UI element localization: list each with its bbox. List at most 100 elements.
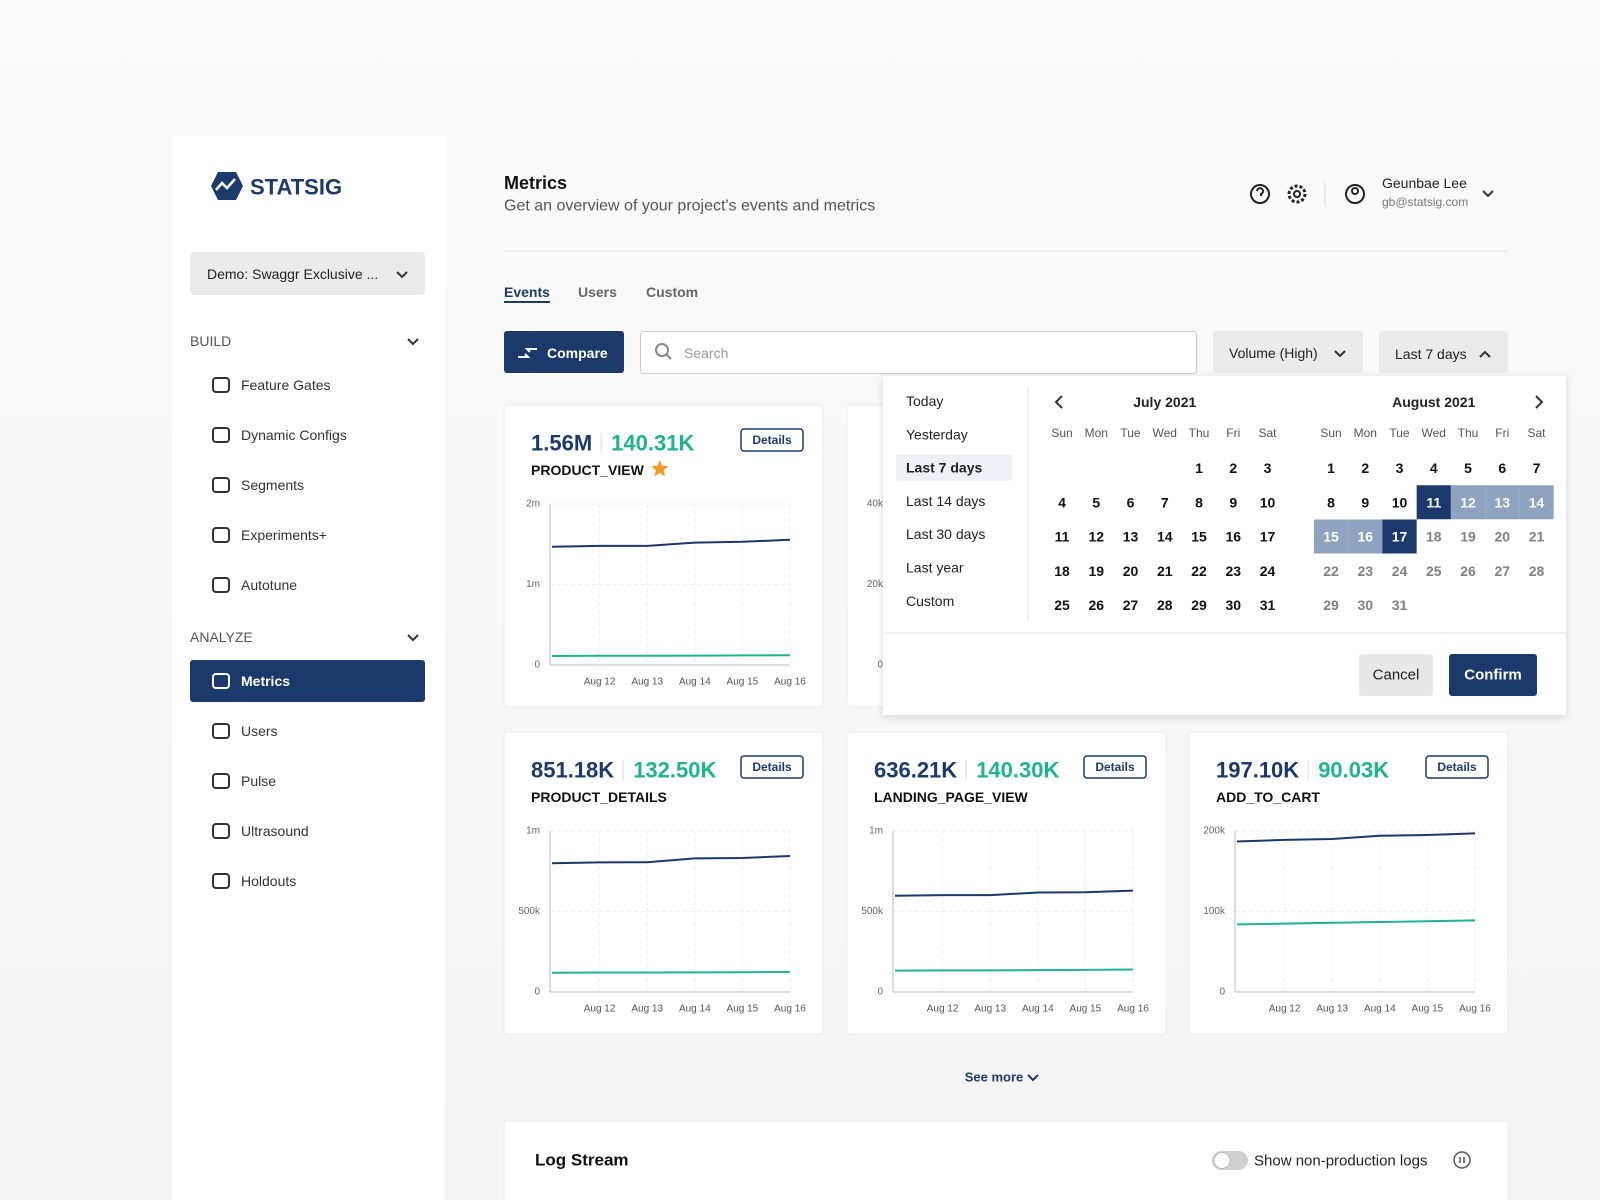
calendar-day[interactable]: 28 <box>1157 597 1173 613</box>
calendar-day[interactable]: 1 <box>1327 460 1335 476</box>
calendar-day[interactable]: 31 <box>1260 597 1276 613</box>
project-select[interactable] <box>190 252 425 295</box>
cancel-button[interactable] <box>1359 654 1433 696</box>
help-icon[interactable] <box>1250 184 1270 204</box>
nav-item[interactable]: Ultrasound <box>241 823 309 839</box>
pause-button[interactable] <box>1453 1151 1471 1169</box>
calendar-day[interactable]: 8 <box>1195 494 1203 510</box>
calendar-day[interactable]: 24 <box>1260 563 1276 579</box>
preset-option[interactable]: Last 30 days <box>906 526 985 542</box>
calendar-day[interactable]: 11 <box>1426 494 1441 510</box>
calendar-day[interactable]: 16 <box>1225 529 1241 545</box>
calendar-day[interactable]: 19 <box>1460 529 1476 545</box>
calendar-day[interactable]: 6 <box>1498 460 1506 476</box>
calendar-day[interactable]: 6 <box>1127 494 1135 510</box>
calendar-day[interactable]: 27 <box>1123 597 1139 613</box>
nav-item[interactable]: Holdouts <box>241 873 296 889</box>
calendar-day[interactable]: 9 <box>1361 494 1369 510</box>
prev-month[interactable] <box>1054 395 1063 409</box>
calendar-day[interactable]: 27 <box>1494 563 1510 579</box>
user-icon[interactable] <box>1345 184 1365 204</box>
details-button[interactable] <box>1425 755 1489 779</box>
calendar-day[interactable]: 12 <box>1460 494 1476 510</box>
nav-item[interactable]: Segments <box>241 477 304 493</box>
details-button[interactable] <box>740 428 804 452</box>
calendar-day[interactable]: 23 <box>1225 563 1241 579</box>
nav-item[interactable]: Metrics <box>241 673 290 689</box>
calendar-day[interactable]: 19 <box>1088 563 1104 579</box>
metric-card[interactable] <box>503 404 824 708</box>
calendar-day[interactable]: 13 <box>1123 529 1139 545</box>
calendar-day[interactable]: 1 <box>1195 460 1203 476</box>
calendar-day[interactable]: 21 <box>1529 529 1545 545</box>
calendar-day[interactable]: 3 <box>1396 460 1404 476</box>
tab[interactable]: Users <box>578 284 617 300</box>
metric-card[interactable] <box>503 731 824 1035</box>
calendar-day[interactable]: 21 <box>1157 563 1173 579</box>
calendar-day[interactable]: 7 <box>1533 460 1541 476</box>
nav-item[interactable]: Dynamic Configs <box>241 427 347 443</box>
calendar-day[interactable]: 13 <box>1494 494 1510 510</box>
preset-option[interactable]: Last 7 days <box>906 460 982 476</box>
calendar-day[interactable]: 26 <box>1088 597 1104 613</box>
calendar-day[interactable]: 31 <box>1392 597 1408 613</box>
calendar-day[interactable]: 30 <box>1357 597 1373 613</box>
nav-item[interactable]: Users <box>241 723 278 739</box>
calendar-day[interactable]: 29 <box>1191 597 1207 613</box>
calendar-day[interactable]: 17 <box>1260 529 1276 545</box>
calendar-day[interactable]: 7 <box>1161 494 1169 510</box>
calendar-day[interactable]: 11 <box>1055 529 1070 545</box>
calendar-day[interactable]: 2 <box>1361 460 1369 476</box>
calendar-day[interactable]: 8 <box>1327 494 1335 510</box>
search-box[interactable] <box>640 331 1197 374</box>
see-more[interactable]: See more <box>965 1070 1024 1085</box>
preset-option[interactable]: Yesterday <box>906 426 968 442</box>
calendar-day[interactable]: 30 <box>1225 597 1241 613</box>
tab[interactable]: Events <box>504 284 550 300</box>
sort-select[interactable] <box>1213 331 1363 373</box>
calendar-day[interactable]: 17 <box>1392 529 1408 545</box>
nav-item[interactable]: Feature Gates <box>241 377 331 393</box>
calendar-day[interactable]: 4 <box>1058 494 1066 510</box>
calendar-day[interactable]: 22 <box>1323 563 1339 579</box>
calendar-day[interactable]: 14 <box>1529 494 1545 510</box>
nav-item[interactable]: Autotune <box>241 577 297 593</box>
settings-icon[interactable] <box>1287 184 1307 204</box>
calendar-day[interactable]: 18 <box>1054 563 1070 579</box>
calendar-day[interactable]: 12 <box>1088 529 1104 545</box>
calendar-day[interactable]: 2 <box>1229 460 1237 476</box>
calendar-day[interactable]: 24 <box>1392 563 1408 579</box>
calendar-day[interactable]: 9 <box>1229 494 1237 510</box>
calendar-day[interactable]: 22 <box>1191 563 1207 579</box>
nav-item[interactable]: Experiments+ <box>241 527 327 543</box>
calendar-day[interactable]: 15 <box>1191 529 1207 545</box>
confirm-button[interactable] <box>1449 654 1537 696</box>
calendar-day[interactable]: 25 <box>1426 563 1442 579</box>
metric-card[interactable] <box>846 731 1167 1035</box>
calendar-day[interactable]: 20 <box>1494 529 1510 545</box>
calendar-day[interactable]: 28 <box>1529 563 1545 579</box>
preset-option[interactable]: Last year <box>906 560 964 576</box>
compare-button[interactable] <box>504 331 624 373</box>
calendar-day[interactable]: 3 <box>1264 460 1272 476</box>
nav-item[interactable]: Pulse <box>241 773 276 789</box>
calendar-day[interactable]: 5 <box>1092 494 1100 510</box>
calendar-day[interactable]: 10 <box>1260 494 1276 510</box>
preset-option[interactable]: Today <box>906 393 943 409</box>
tab[interactable]: Custom <box>646 284 698 300</box>
metric-card[interactable] <box>1188 731 1509 1035</box>
details-button[interactable] <box>740 755 804 779</box>
calendar-day[interactable]: 23 <box>1357 563 1373 579</box>
calendar-day[interactable]: 25 <box>1054 597 1070 613</box>
calendar-day[interactable]: 15 <box>1323 529 1339 545</box>
calendar-day[interactable]: 10 <box>1392 494 1408 510</box>
details-button[interactable] <box>1083 755 1147 779</box>
calendar-day[interactable]: 14 <box>1157 529 1173 545</box>
calendar-day[interactable]: 5 <box>1464 460 1472 476</box>
calendar-day[interactable]: 20 <box>1123 563 1139 579</box>
preset-option[interactable]: Custom <box>906 593 954 609</box>
nav-active[interactable] <box>190 660 425 702</box>
calendar-day[interactable]: 29 <box>1323 597 1339 613</box>
calendar-day[interactable]: 26 <box>1460 563 1476 579</box>
range-select[interactable] <box>1379 331 1508 373</box>
